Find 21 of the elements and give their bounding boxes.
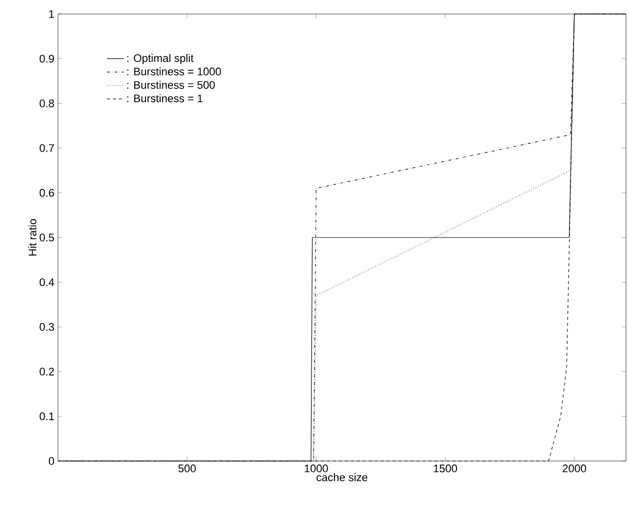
x-tick-label: 1000 [304, 464, 328, 472]
y-tick-label: 0.2 [40, 368, 54, 376]
y-tick-label: 0.3 [40, 323, 54, 331]
y-tick-label: 0.8 [40, 100, 54, 108]
legend-label: : Burstiness = 500 [127, 80, 215, 89]
x-tick-label: 2000 [562, 464, 586, 472]
legend-label: : Burstiness = 1000 [127, 67, 221, 76]
y-tick-label: 1 [49, 10, 54, 18]
x-tick-label: 500 [178, 464, 196, 472]
y-axis-title: Hit ratio [28, 219, 36, 256]
x-tick-label: 1500 [434, 464, 458, 472]
y-tick-label: 0.7 [40, 144, 54, 152]
legend-label: : Optimal split [127, 54, 194, 64]
y-tick-label: 0.9 [40, 54, 54, 63]
y-tick-label: 0.5 [40, 234, 54, 242]
x-axis-title: cache size [316, 473, 368, 482]
y-tick-label: 0.4 [40, 278, 54, 286]
y-tick-label: 0.1 [40, 412, 54, 420]
legend-label: : Burstiness = 1 [127, 94, 203, 102]
y-tick-label: 0.6 [40, 188, 54, 197]
y-tick-label: 0 [48, 457, 54, 465]
